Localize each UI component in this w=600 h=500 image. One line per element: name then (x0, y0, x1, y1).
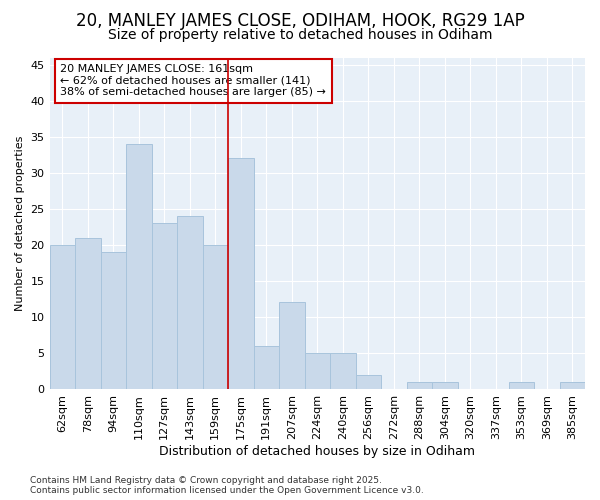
Bar (432, 382, 458, 389)
Bar (75, 238, 101, 389)
Bar (203, 245, 228, 389)
Bar (305, 353, 330, 389)
Bar (330, 353, 356, 389)
Bar (101, 252, 126, 389)
Bar (279, 302, 305, 389)
Text: Size of property relative to detached houses in Odiham: Size of property relative to detached ho… (108, 28, 492, 42)
Text: Contains HM Land Registry data © Crown copyright and database right 2025.
Contai: Contains HM Land Registry data © Crown c… (30, 476, 424, 495)
Text: 20, MANLEY JAMES CLOSE, ODIHAM, HOOK, RG29 1AP: 20, MANLEY JAMES CLOSE, ODIHAM, HOOK, RG… (76, 12, 524, 30)
Bar (407, 382, 432, 389)
Bar (228, 158, 254, 389)
Bar (254, 346, 279, 389)
Text: 20 MANLEY JAMES CLOSE: 161sqm
← 62% of detached houses are smaller (141)
38% of : 20 MANLEY JAMES CLOSE: 161sqm ← 62% of d… (60, 64, 326, 98)
Bar (560, 382, 585, 389)
Bar (126, 144, 152, 389)
Bar (177, 216, 203, 389)
Bar (152, 223, 177, 389)
Y-axis label: Number of detached properties: Number of detached properties (15, 136, 25, 311)
Bar (50, 245, 75, 389)
Bar (509, 382, 534, 389)
X-axis label: Distribution of detached houses by size in Odiham: Distribution of detached houses by size … (159, 444, 475, 458)
Bar (356, 374, 381, 389)
